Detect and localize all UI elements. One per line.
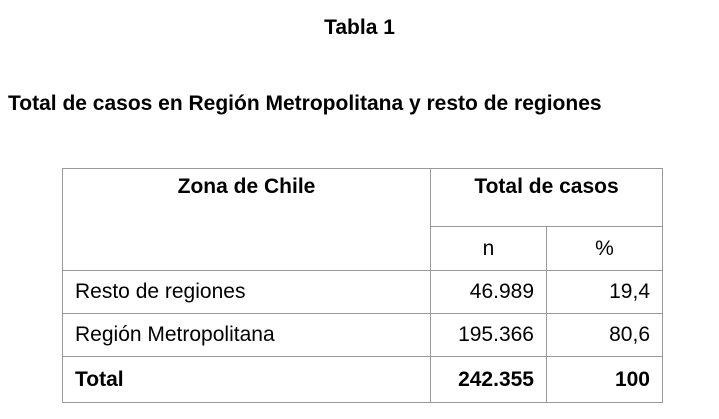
cell: 195.366	[430, 313, 547, 357]
column-header: Total de casos	[430, 168, 663, 227]
header-row: Zona de Chile Total de casos	[62, 168, 663, 271]
total-row: Total 242.355 100	[62, 356, 663, 403]
row-label: Total	[62, 356, 431, 403]
data-table: Zona de Chile Total de casos n % Resto d…	[62, 168, 663, 403]
title: Tabla 1	[324, 16, 395, 39]
subtitle: Total de casos en Región Metropolitana y…	[8, 92, 602, 115]
cell: 80,6	[546, 313, 663, 357]
cell: 242.355	[430, 356, 547, 403]
cell: 19,4	[546, 270, 663, 314]
table-body: Resto de regiones 46.989 19,4 Región Metrop…	[62, 270, 663, 403]
column-header: Zona de Chile	[62, 168, 431, 271]
cell: 100	[546, 356, 663, 403]
column-header: %	[546, 226, 663, 271]
table-row: Resto de regiones 46.989 19,4	[62, 270, 663, 314]
column-header: n	[430, 226, 547, 271]
cell: 46.989	[430, 270, 547, 314]
subheader-row: n %	[63, 226, 663, 271]
row-label: Resto de regiones	[62, 270, 431, 314]
row-label: Región Metropolitana	[62, 313, 431, 357]
table-row: Región Metropolitana 195.366 80,6	[62, 313, 663, 357]
